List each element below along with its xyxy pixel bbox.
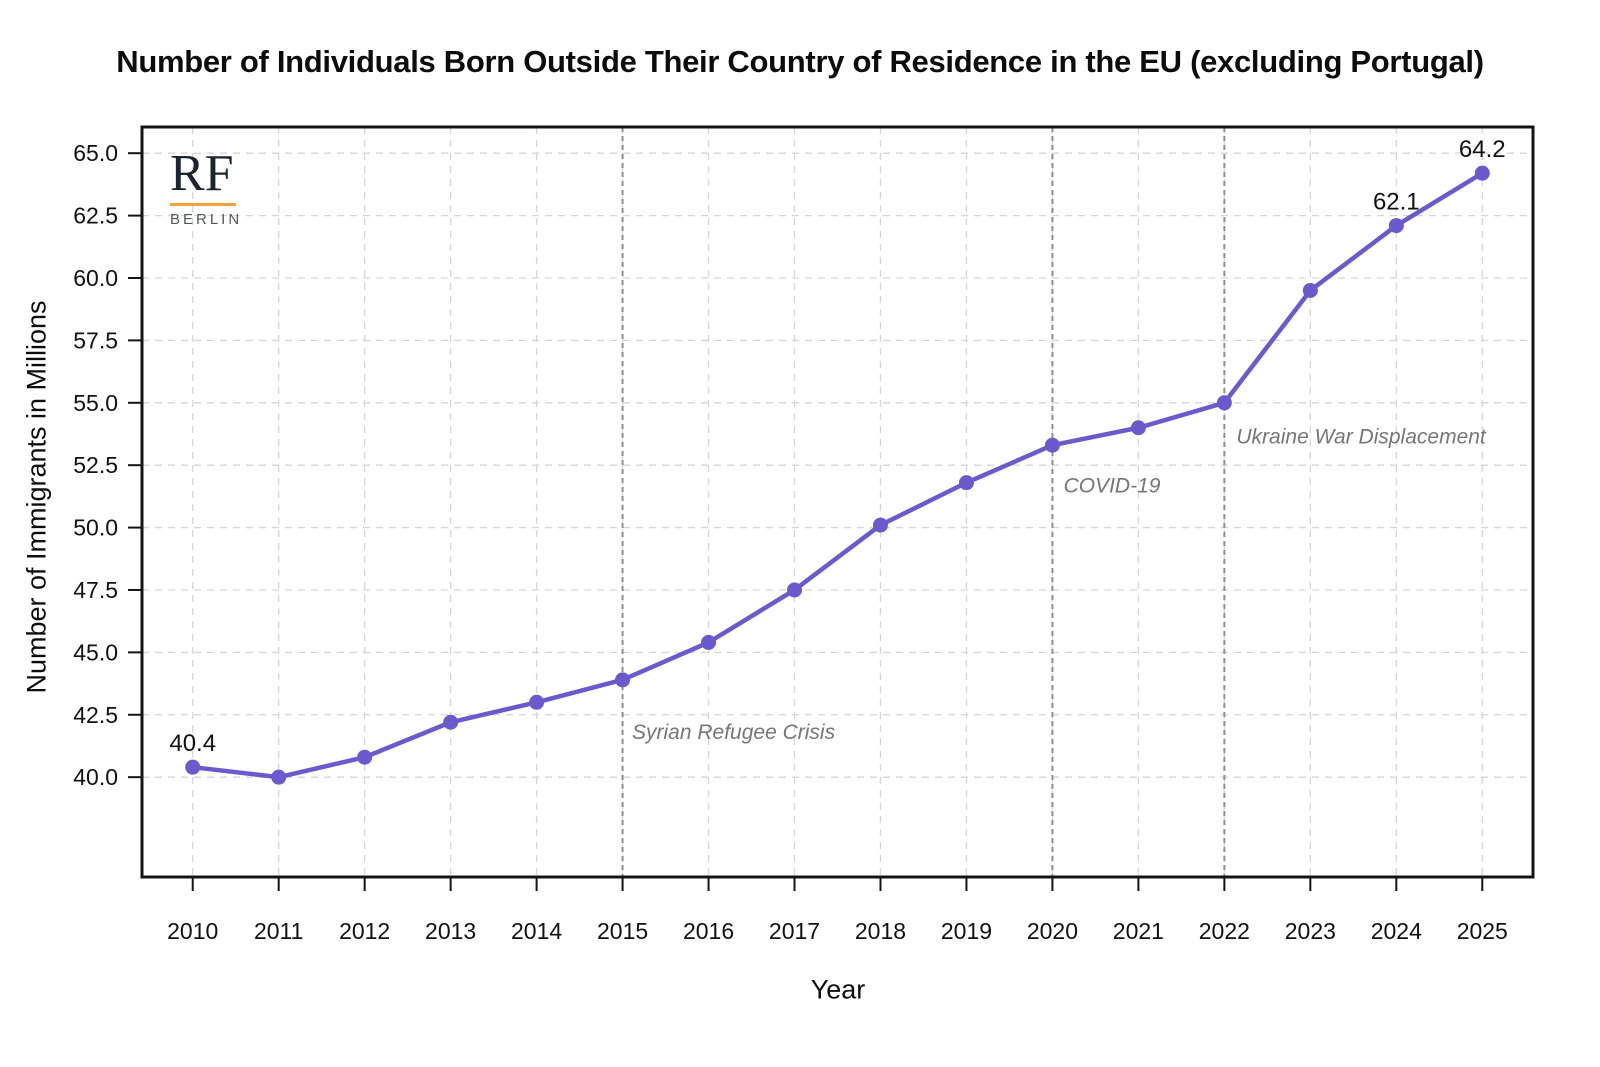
data-point (787, 582, 803, 598)
data-point (958, 475, 974, 491)
data-point (1216, 395, 1232, 411)
y-tick-label: 42.5 (73, 702, 118, 728)
y-tick-label: 65.0 (73, 140, 118, 166)
annotation-text: Ukraine War Displacement (1236, 426, 1487, 449)
y-tick-label: 47.5 (73, 577, 118, 603)
data-point (1474, 165, 1490, 181)
annotation-text: Syrian Refugee Crisis (632, 721, 836, 744)
x-tick-label: 2015 (597, 918, 648, 944)
data-point (1044, 437, 1060, 453)
data-point (271, 769, 287, 785)
y-tick-label: 45.0 (73, 639, 118, 665)
y-tick-label: 55.0 (73, 390, 118, 416)
data-point-label: 64.2 (1459, 136, 1506, 163)
data-point (872, 517, 888, 533)
x-tick-label: 2023 (1285, 918, 1336, 944)
logo-underline (170, 203, 236, 206)
data-point-label: 62.1 (1373, 189, 1420, 216)
y-tick-label: 40.0 (73, 764, 118, 790)
data-point (701, 634, 717, 650)
x-tick-label: 2022 (1199, 918, 1250, 944)
y-tick-label: 60.0 (73, 265, 118, 291)
rf-berlin-logo: RF BERLIN (170, 148, 242, 228)
data-point (615, 672, 631, 688)
data-point-label: 40.4 (169, 730, 216, 757)
y-tick-label: 50.0 (73, 515, 118, 541)
data-point (357, 749, 373, 765)
y-tick-label: 57.5 (73, 327, 118, 353)
annotation-text: COVID-19 (1064, 475, 1161, 498)
x-tick-label: 2021 (1113, 918, 1164, 944)
logo-city: BERLIN (170, 211, 243, 228)
y-tick-label: 62.5 (73, 203, 118, 229)
data-point (529, 694, 545, 710)
x-tick-label: 2010 (167, 918, 218, 944)
x-axis-label: Year (810, 974, 866, 1005)
data-point (1130, 420, 1146, 436)
x-tick-label: 2013 (425, 918, 476, 944)
x-tick-label: 2012 (339, 918, 390, 944)
x-tick-label: 2011 (254, 918, 303, 944)
data-point (1302, 282, 1318, 298)
y-axis-label: Number of Immigrants in Millions (21, 300, 52, 694)
data-point (443, 714, 459, 730)
y-tick-label: 52.5 (73, 452, 118, 478)
x-tick-label: 2025 (1457, 918, 1508, 944)
x-tick-label: 2018 (855, 918, 906, 944)
logo-initials: RF (170, 145, 234, 202)
x-tick-label: 2020 (1027, 918, 1078, 944)
data-point (185, 759, 201, 775)
series-line (190, 170, 1485, 780)
x-tick-label: 2024 (1371, 918, 1422, 944)
data-point (1388, 218, 1404, 234)
plot-border (140, 125, 1535, 879)
x-tick-label: 2019 (941, 918, 992, 944)
x-tick-label: 2014 (511, 918, 562, 944)
x-tick-label: 2017 (769, 918, 820, 944)
chart-title: Number of Individuals Born Outside Their… (116, 44, 1484, 79)
x-tick-label: 2016 (683, 918, 734, 944)
